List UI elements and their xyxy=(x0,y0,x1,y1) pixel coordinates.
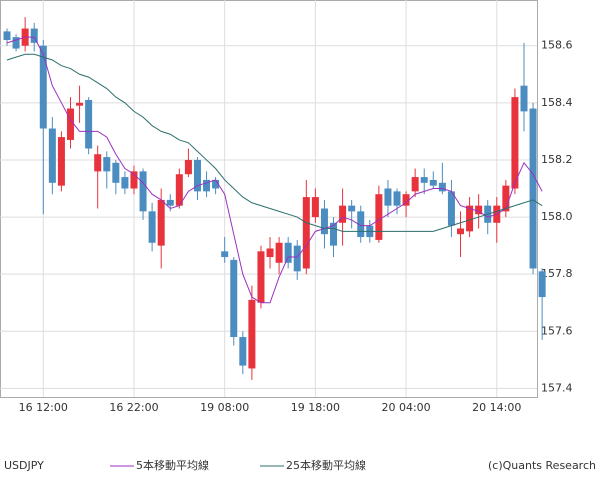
candle-body xyxy=(193,159,201,192)
candle-body xyxy=(402,194,410,206)
candle-body xyxy=(139,171,147,212)
candle-body xyxy=(466,205,474,232)
candle-body xyxy=(384,188,392,206)
candle-body xyxy=(121,177,129,189)
candle-body xyxy=(284,242,292,263)
candle-body xyxy=(429,179,437,186)
legend-label: 5本移動平均線 xyxy=(136,458,209,472)
candle-body xyxy=(94,154,102,172)
y-tick-label: 157.8 xyxy=(541,267,573,280)
candle-body xyxy=(76,102,84,106)
candle-body xyxy=(339,205,347,223)
candle-body xyxy=(103,157,111,172)
candle-body xyxy=(357,211,365,238)
candle-body xyxy=(275,242,283,263)
x-tick-label: 16 22:00 xyxy=(109,401,158,414)
candle-body xyxy=(447,191,455,226)
candle-body xyxy=(166,199,174,206)
y-tick-label: 158.4 xyxy=(541,96,573,109)
candle-body xyxy=(66,108,74,140)
credit: (c)Quants Research xyxy=(488,459,596,472)
candle-body xyxy=(12,37,20,49)
candle-body xyxy=(248,299,256,369)
y-tick-label: 157.6 xyxy=(541,324,573,337)
y-tick-label: 157.4 xyxy=(541,381,573,394)
x-tick-label: 16 12:00 xyxy=(19,401,68,414)
moving-average-line xyxy=(6,53,543,232)
candle-body xyxy=(538,271,546,298)
candle-body xyxy=(393,191,401,206)
candle-body xyxy=(230,259,238,338)
candle-body xyxy=(112,162,120,183)
candle-body xyxy=(475,205,483,215)
y-tick-label: 158.6 xyxy=(541,39,573,52)
x-tick-label: 19 18:00 xyxy=(291,401,340,414)
candle-body xyxy=(85,99,93,149)
candle-body xyxy=(511,97,519,189)
candle-body xyxy=(184,159,192,175)
x-tick-label: 19 08:00 xyxy=(200,401,249,414)
y-tick-label: 158.2 xyxy=(541,153,573,166)
candle-body xyxy=(302,197,310,269)
candle-body xyxy=(148,211,156,243)
candle-body xyxy=(39,45,47,129)
candle-body xyxy=(375,194,383,240)
candle-body xyxy=(330,222,338,246)
candle-body xyxy=(157,199,165,246)
x-tick-label: 20 04:00 xyxy=(381,401,430,414)
legend-label: 25本移動平均線 xyxy=(286,458,366,472)
plot-area xyxy=(0,0,538,398)
y-tick-label: 158.0 xyxy=(541,210,573,223)
candle-body xyxy=(320,208,328,235)
candle-body xyxy=(420,177,428,183)
candle-body xyxy=(520,85,528,112)
candle-body xyxy=(266,248,274,258)
candle-body xyxy=(130,171,138,189)
candle-body xyxy=(212,179,220,189)
candle-body xyxy=(457,228,464,235)
candle-body xyxy=(175,174,183,206)
candle-body xyxy=(30,28,38,43)
candle-body xyxy=(3,31,11,40)
candle-body xyxy=(221,251,229,258)
symbol: USDJPY xyxy=(4,459,44,472)
candle-body xyxy=(502,185,510,212)
candle-body xyxy=(348,205,356,212)
candle-body xyxy=(411,177,419,192)
candle-body xyxy=(239,337,247,366)
candle-body xyxy=(57,137,65,186)
candle-body xyxy=(529,108,537,269)
x-tick-label: 20 14:00 xyxy=(472,401,521,414)
candle-body xyxy=(257,251,265,303)
candle-body xyxy=(203,179,211,192)
candle-body xyxy=(438,182,446,192)
candle-body xyxy=(293,245,301,272)
candle-body xyxy=(311,197,319,218)
candle-body xyxy=(48,128,56,183)
moving-average-line xyxy=(6,36,543,304)
